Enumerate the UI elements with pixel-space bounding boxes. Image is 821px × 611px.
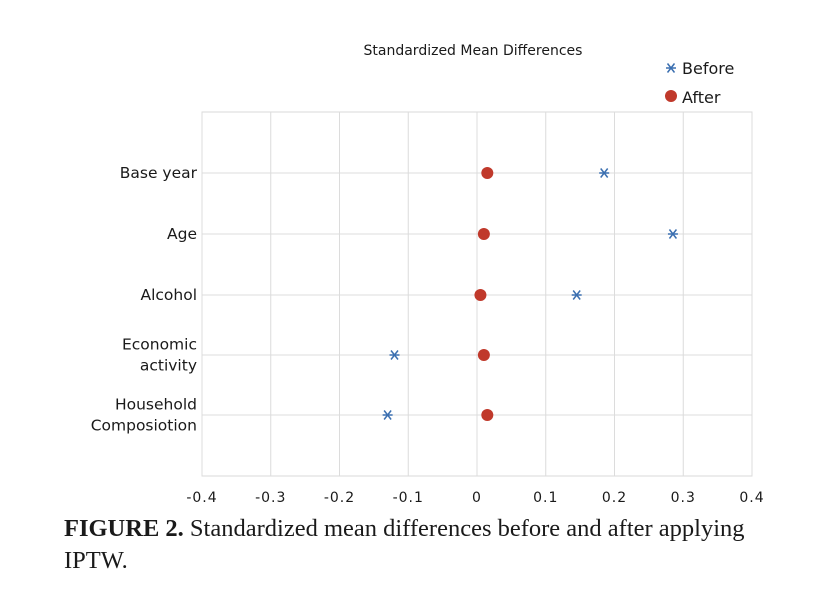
caption-label: FIGURE 2. bbox=[64, 515, 184, 542]
x-tick-label: -0.4 bbox=[186, 490, 217, 505]
x-tick-label: -0.3 bbox=[255, 490, 286, 505]
legend: Before After bbox=[665, 59, 734, 107]
legend-after-marker bbox=[665, 90, 677, 102]
after-point bbox=[481, 167, 494, 179]
x-tick-label: -0.2 bbox=[324, 490, 355, 505]
x-tick-label: 0.1 bbox=[533, 490, 558, 505]
before-point bbox=[599, 168, 610, 178]
x-tick-label: 0.4 bbox=[739, 490, 764, 505]
after-point bbox=[477, 349, 490, 361]
legend-after-label: After bbox=[682, 88, 721, 107]
before-point bbox=[571, 290, 582, 300]
asterisk-stroke bbox=[390, 350, 399, 360]
after-point bbox=[474, 289, 487, 301]
smd-chart: Standardized Mean Differences Before Aft… bbox=[91, 43, 764, 505]
caption-text: Standardized mean differences before and… bbox=[64, 515, 745, 574]
legend-before-marker bbox=[666, 63, 676, 73]
chart-title: Standardized Mean Differences bbox=[364, 43, 583, 59]
asterisk-stroke bbox=[668, 229, 678, 239]
y-category-label: Alcohol bbox=[140, 286, 197, 304]
asterisk-stroke bbox=[383, 410, 392, 420]
before-point bbox=[667, 229, 678, 239]
x-tick-label: 0.2 bbox=[602, 490, 627, 505]
before-point bbox=[389, 350, 400, 360]
legend-before-label: Before bbox=[682, 59, 734, 78]
y-category-label: Composiotion bbox=[91, 417, 197, 435]
x-tick-label: -0.1 bbox=[393, 490, 424, 505]
y-category-label: Base year bbox=[120, 164, 198, 182]
figure-caption: FIGURE 2. Standardized mean differences … bbox=[64, 513, 804, 577]
asterisk-stroke bbox=[572, 290, 581, 300]
before-point bbox=[382, 410, 393, 420]
asterisk-stroke bbox=[600, 168, 609, 178]
plot-area: -0.4 -0.3 -0.2 -0.1 0 0.1 0.2 0.3 0.4 Base year Ag… bbox=[91, 111, 764, 505]
y-category-label: activity bbox=[140, 357, 197, 375]
after-point bbox=[477, 228, 490, 240]
y-category-label: Age bbox=[167, 225, 197, 243]
x-tick-label: 0 bbox=[472, 490, 482, 505]
y-category-label: Economic bbox=[122, 336, 197, 354]
after-point bbox=[481, 409, 494, 421]
x-tick-label: 0.3 bbox=[671, 490, 696, 505]
y-category-label: Household bbox=[115, 396, 197, 414]
